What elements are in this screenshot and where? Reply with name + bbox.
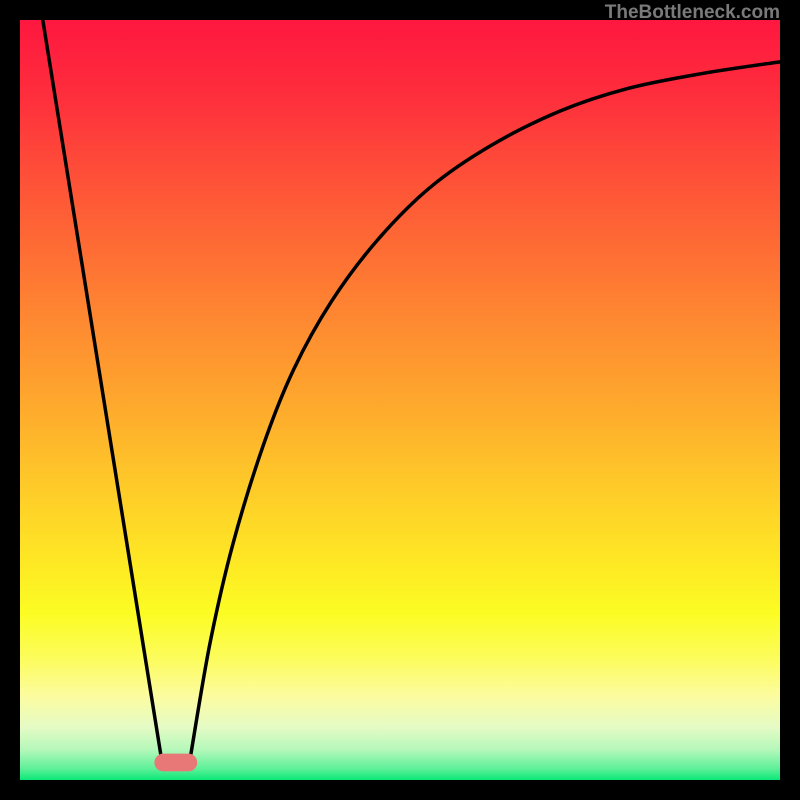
watermark-text: TheBottleneck.com	[605, 2, 780, 24]
vertex-marker	[155, 754, 197, 771]
chart-container: TheBottleneck.com	[0, 0, 800, 800]
gradient-background	[20, 20, 780, 780]
plot-area	[20, 20, 780, 780]
